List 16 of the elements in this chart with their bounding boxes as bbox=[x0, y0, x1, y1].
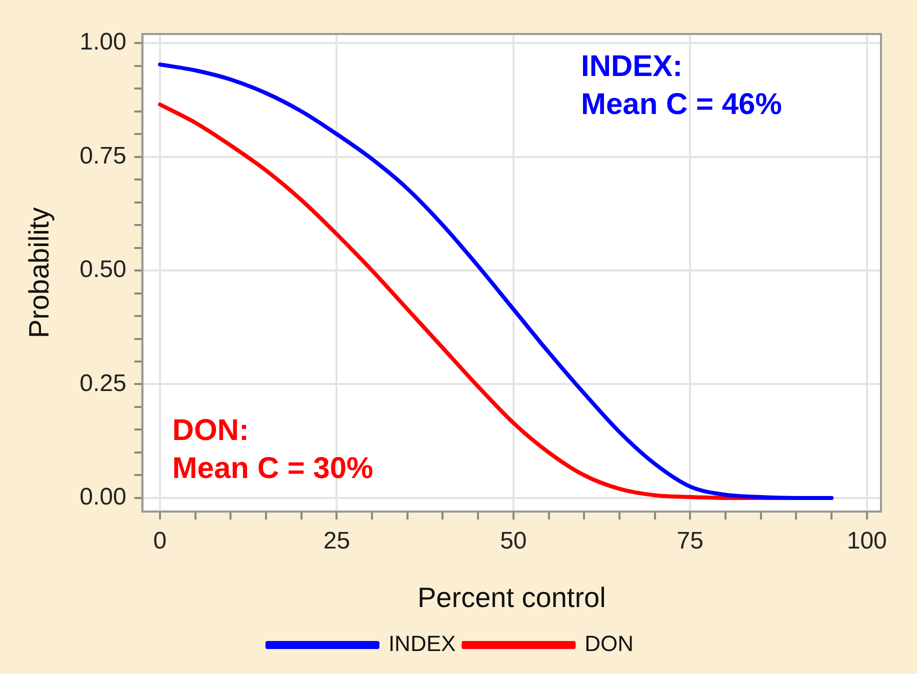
annotation: DON: Mean C = 30% bbox=[172, 412, 374, 487]
x-axis-title: Percent control bbox=[417, 582, 606, 613]
y-tick-label: 1.00 bbox=[80, 28, 126, 56]
annotation: INDEX: Mean C = 46% bbox=[581, 49, 782, 123]
x-tick-label: 100 bbox=[846, 528, 887, 555]
y-tick-label: 0.75 bbox=[80, 142, 126, 170]
x-tick-label: 50 bbox=[500, 528, 527, 555]
x-tick-label: 0 bbox=[153, 528, 167, 555]
x-tick-label: 25 bbox=[323, 528, 350, 555]
y-tick-label: 0.25 bbox=[80, 370, 126, 397]
legend-label: DON bbox=[584, 631, 634, 656]
legend-label: INDEX bbox=[388, 631, 456, 656]
y-tick-label: 0.50 bbox=[80, 256, 126, 284]
y-tick-label: 0.00 bbox=[80, 484, 126, 511]
y-axis-title: Probability bbox=[24, 207, 55, 338]
x-tick-label: 75 bbox=[676, 528, 704, 555]
